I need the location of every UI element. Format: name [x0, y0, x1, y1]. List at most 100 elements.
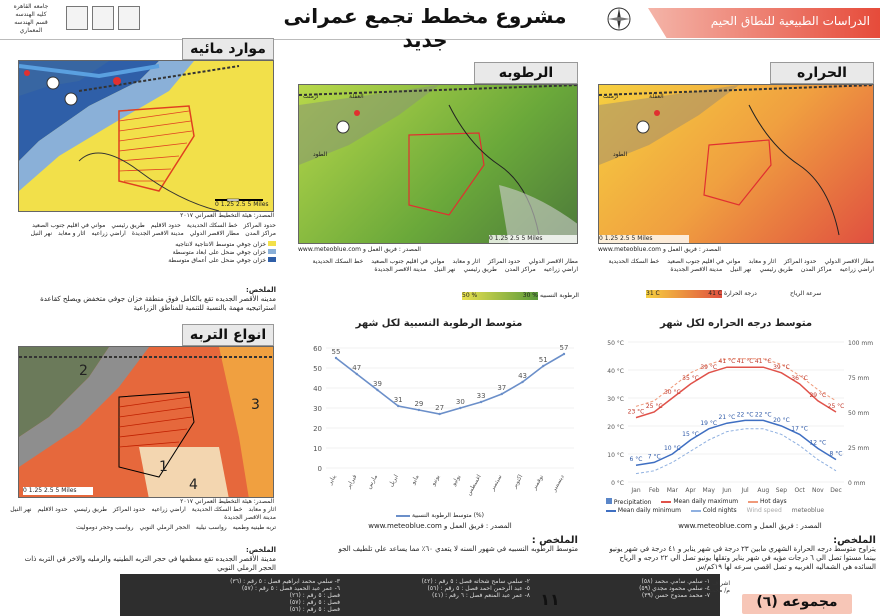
temp-series-cold — [635, 428, 837, 475]
temp-max-label: 25 °C — [646, 403, 663, 410]
group-label: مجموعه (٦) — [742, 594, 852, 614]
place-aqla-temp: العقلة — [649, 93, 664, 100]
humidity-xtick: ديسمبر — [550, 473, 566, 493]
humidity-xtick: يوليو — [450, 473, 462, 488]
temp-min-label: 22 °C — [755, 411, 772, 418]
temp-series-max — [635, 366, 837, 419]
humidity-data-label: 43 — [518, 372, 527, 380]
temperature-map: ارمنت العقلة الطود 0 1.25 2.5 5 Miles — [598, 84, 874, 244]
humidity-chart: 0 10 20 30 40 50 60 55 47 39 31 29 27 30 33 37 43 51 57 ينا… — [313, 344, 574, 497]
humidity-point — [355, 372, 358, 376]
humidity-xtick: اغسطس — [465, 473, 483, 496]
temp-xtick: Apr — [685, 487, 696, 494]
humidity-chart-source: www.meteoblue.com المصدر : فريق العمل و — [368, 522, 512, 530]
department-logo — [118, 6, 140, 30]
humidity-chart-legend: متوسط الرطوبة النسبية (%) — [380, 512, 500, 520]
temp-min-label: 21 °C — [719, 414, 736, 421]
humidity-data-label: 37 — [497, 384, 506, 392]
humidity-xtick: ابريل — [387, 473, 400, 488]
faculty-logo — [92, 6, 114, 30]
temperature-scale-bar: 0 1.25 2.5 5 Miles — [599, 235, 689, 243]
humidity-color-scale — [462, 292, 538, 300]
soil-scale-bar: 0 1.25 2.5 5 Miles — [23, 487, 93, 495]
humidity-data-label: 31 — [394, 396, 403, 404]
humidity-xtick: مارس — [365, 474, 379, 491]
humidity-data-label: 55 — [332, 348, 341, 356]
temp-ytick-right: 25 mm — [848, 445, 869, 452]
temp-max-label: 41 °C — [719, 358, 736, 365]
humidity-ytick: 20 — [313, 425, 322, 433]
humidity-point — [500, 392, 504, 396]
temp-ytick-left: 40 °C — [607, 368, 624, 375]
temp-max-label: 23 °C — [628, 409, 645, 416]
temp-xtick: Aug — [757, 487, 769, 494]
temp-xtick: Dec — [830, 487, 842, 494]
humidity-point — [376, 388, 379, 392]
water-resources-map: 0 1.25 2.5 5 Miles — [18, 60, 274, 212]
humidity-data-label: 30 — [456, 398, 465, 406]
soil-zone-4: 4 — [189, 477, 198, 493]
temp-min-label: 8 °C — [830, 451, 843, 458]
temp-ytick-right: 100 mm — [848, 340, 873, 347]
temperature-chart: 0 °C 10 °C 20 °C 30 °C 40 °C 50 °C 0 mm 25 mm 50… — [607, 340, 873, 494]
team-column-1: ١- سلمي سامي محمد (٥٨) ٤- سلمي محمود مجد… — [639, 578, 710, 599]
humidity-point — [459, 406, 462, 410]
humidity-ytick: 30 — [313, 405, 322, 413]
place-armant-temp: ارمنت — [603, 93, 619, 100]
temp-ytick-left: 50 °C — [607, 340, 624, 347]
temp-chart-legend: Precipitation Mean daily maximum Hot day… — [606, 498, 876, 520]
humidity-xtick: نوفمبر — [530, 473, 545, 492]
water-source: المصدر: هيئة التخطيط العمراني ٢٠١٧ — [180, 212, 274, 219]
temp-min-label: 6 °C — [630, 456, 643, 463]
temp-max-label: 39 °C — [773, 364, 790, 371]
soil-types-map: 1 2 3 4 0 1.25 2.5 5 Miles — [18, 346, 274, 498]
humidity-point — [396, 404, 400, 408]
temperature-scale-values: 31 C 41 C — [646, 290, 722, 297]
temp-ytick-left: 10 °C — [607, 452, 624, 459]
humidity-scale-label: الرطوبة النسبيه — [540, 292, 579, 299]
soil-zone-3: 3 — [251, 397, 260, 413]
temp-max-label: 41 °C — [737, 358, 754, 365]
humidity-xtick: يناير — [326, 473, 338, 487]
compass-icon — [606, 6, 632, 32]
temp-min-label: 20 °C — [773, 417, 790, 424]
temp-xtick: Jan — [630, 487, 640, 494]
temp-series-hot — [635, 358, 837, 407]
humidity-xtick: سبتمبر — [488, 474, 503, 493]
page-header: جامعه القاهره كليه الهندسه قسم الهندسه ا… — [0, 0, 880, 52]
water-legend: حدود المراكز خط السكك الحديدية حدود الاقلي… — [30, 222, 276, 264]
humidity-data-label: 57 — [560, 344, 569, 352]
humidity-point — [562, 352, 566, 356]
water-panel-title: موارد مائيه — [182, 38, 274, 60]
humidity-xtick: اكتوبر — [511, 473, 525, 490]
temp-ytick-left: 30 °C — [607, 396, 624, 403]
page-title: مشروع مخطط تجمع عمرانى جديد — [283, 4, 567, 52]
temp-xtick: Feb — [649, 487, 660, 494]
team-column-2: ٢- سلمي سامح شحاته فصل : ٥ رقم : (٤٢) ٥-… — [421, 578, 530, 599]
section-ribbon — [648, 8, 880, 38]
water-scale-bar: 0 1.25 2.5 5 Miles — [215, 201, 269, 208]
temp-min-label: 10 °C — [664, 445, 681, 452]
humidity-data-label: 33 — [477, 392, 486, 400]
humidity-xtick: فبراير — [345, 473, 359, 490]
temp-min-label: 7 °C — [648, 453, 661, 460]
temp-chart-source: www.meteoblue.com المصدر : فريق العمل و — [678, 522, 822, 530]
humidity-data-label: 51 — [539, 356, 548, 364]
humidity-point — [417, 408, 421, 412]
temp-ytick-right: 75 mm — [848, 375, 869, 382]
temp-xtick: Oct — [794, 487, 805, 494]
temperature-scale-label: درجة الحرارة — [724, 290, 757, 297]
temp-min-label: 19 °C — [700, 420, 717, 427]
section-title: الدراسات الطبيعية للنطاق الحيم — [710, 14, 870, 28]
humidity-ytick: 10 — [313, 445, 322, 453]
temp-max-label: 36 °C — [791, 375, 808, 382]
humidity-point — [479, 400, 483, 404]
soil-legend: اثار و معابد خط السكك الحديدية اراضي زراعي… — [10, 506, 276, 531]
humidity-point — [438, 412, 441, 416]
humidity-legend: مطار الاقصر الدولي حدود المراكز اثار و معا… — [312, 258, 578, 273]
temp-max-label: 35 °C — [682, 375, 699, 382]
place-tod-temp: الطود — [613, 151, 628, 158]
wind-scale-label: سرعة الرياح — [790, 290, 822, 297]
cairo-university-logo — [66, 6, 88, 30]
